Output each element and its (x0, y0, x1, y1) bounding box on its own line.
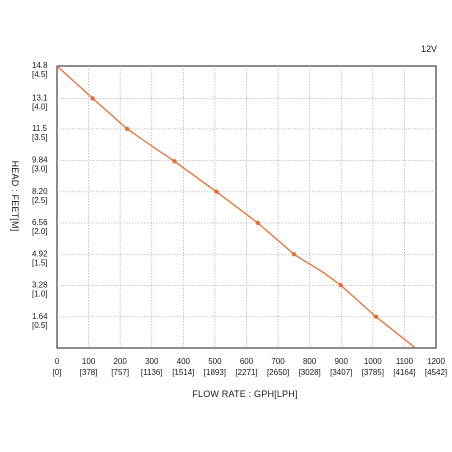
x-tick-sublabel: [4164] (393, 368, 415, 377)
y-tick-sublabel: [0.5] (32, 321, 48, 330)
data-point (214, 189, 219, 194)
x-tick-label: 900 (335, 357, 349, 366)
x-tick-sublabel: [3028] (299, 368, 321, 377)
y-tick-label: 1.64 (32, 312, 48, 321)
grid (57, 66, 436, 348)
y-tick-sublabel: [2.0] (32, 227, 48, 236)
x-tick-label: 800 (303, 357, 317, 366)
x-tick-sublabel: [2271] (235, 368, 257, 377)
x-tick-sublabel: [0] (53, 368, 62, 377)
x-tick-labels: 0 [0] 100 [378] 200 [757] 300 [1136] 400 [1514] 50… (53, 357, 448, 377)
series-group (56, 65, 416, 349)
y-tick-sublabel: [1.5] (32, 258, 48, 267)
x-tick-label: 1200 (427, 357, 445, 366)
y-tick-sublabel: [4.5] (32, 70, 48, 79)
y-tick-label: 9.84 (32, 156, 48, 165)
data-point (255, 220, 261, 226)
x-tick-label: 700 (271, 357, 285, 366)
data-point (90, 96, 95, 101)
data-point (291, 252, 297, 257)
y-tick-label: 13.1 (32, 93, 48, 102)
x-tick-sublabel: [378] (80, 368, 98, 377)
x-tick-label: 600 (240, 357, 254, 366)
data-point (338, 282, 343, 288)
x-tick-label: 100 (82, 357, 96, 366)
x-tick-label: 0 (55, 357, 60, 366)
x-tick-label: 1100 (396, 357, 414, 366)
x-tick-sublabel: [757] (111, 368, 129, 377)
y-tick-label: 3.28 (32, 281, 48, 290)
series-line (56, 65, 416, 349)
y-tick-sublabel: [1.0] (32, 290, 48, 299)
x-tick-sublabel: [4542] (425, 368, 447, 377)
y-tick-sublabel: [3.5] (32, 133, 48, 142)
x-tick-sublabel: [1893] (204, 368, 226, 377)
x-tick-label: 200 (113, 357, 127, 366)
y-tick-label: 4.92 (32, 249, 48, 258)
x-tick-sublabel: [2650] (267, 368, 289, 377)
x-tick-sublabel: [1514] (172, 368, 194, 377)
data-point (172, 159, 177, 164)
data-point (373, 314, 379, 319)
x-tick-sublabel: [1136] (141, 368, 163, 377)
y-tick-sublabel: [4.0] (32, 102, 48, 111)
x-tick-sublabel: [3785] (362, 368, 384, 377)
x-tick-label: 500 (208, 357, 222, 366)
voltage-label: 12V (421, 44, 437, 54)
y-tick-label: 8.20 (32, 187, 48, 196)
y-tick-label: 11.5 (32, 124, 48, 133)
y-tick-labels: 14.8[4.5] 13.1[4.0] 11.5[3.5] 9.84[3.0] 8.20… (32, 61, 48, 330)
y-tick-label: 14.8 (32, 61, 48, 70)
x-tick-label: 1000 (364, 357, 382, 366)
y-tick-sublabel: [3.0] (32, 165, 48, 174)
x-tick-sublabel: [3407] (330, 368, 352, 377)
x-axis-title: FLOW RATE : GPH[LPH] (192, 389, 297, 399)
y-axis-title: HEAD : FEET[M] (10, 161, 20, 232)
y-tick-label: 6.56 (32, 218, 48, 227)
x-tick-label: 300 (145, 357, 159, 366)
x-tick-label: 400 (177, 357, 191, 366)
y-tick-sublabel: [2.5] (32, 196, 48, 205)
data-point (124, 126, 130, 132)
